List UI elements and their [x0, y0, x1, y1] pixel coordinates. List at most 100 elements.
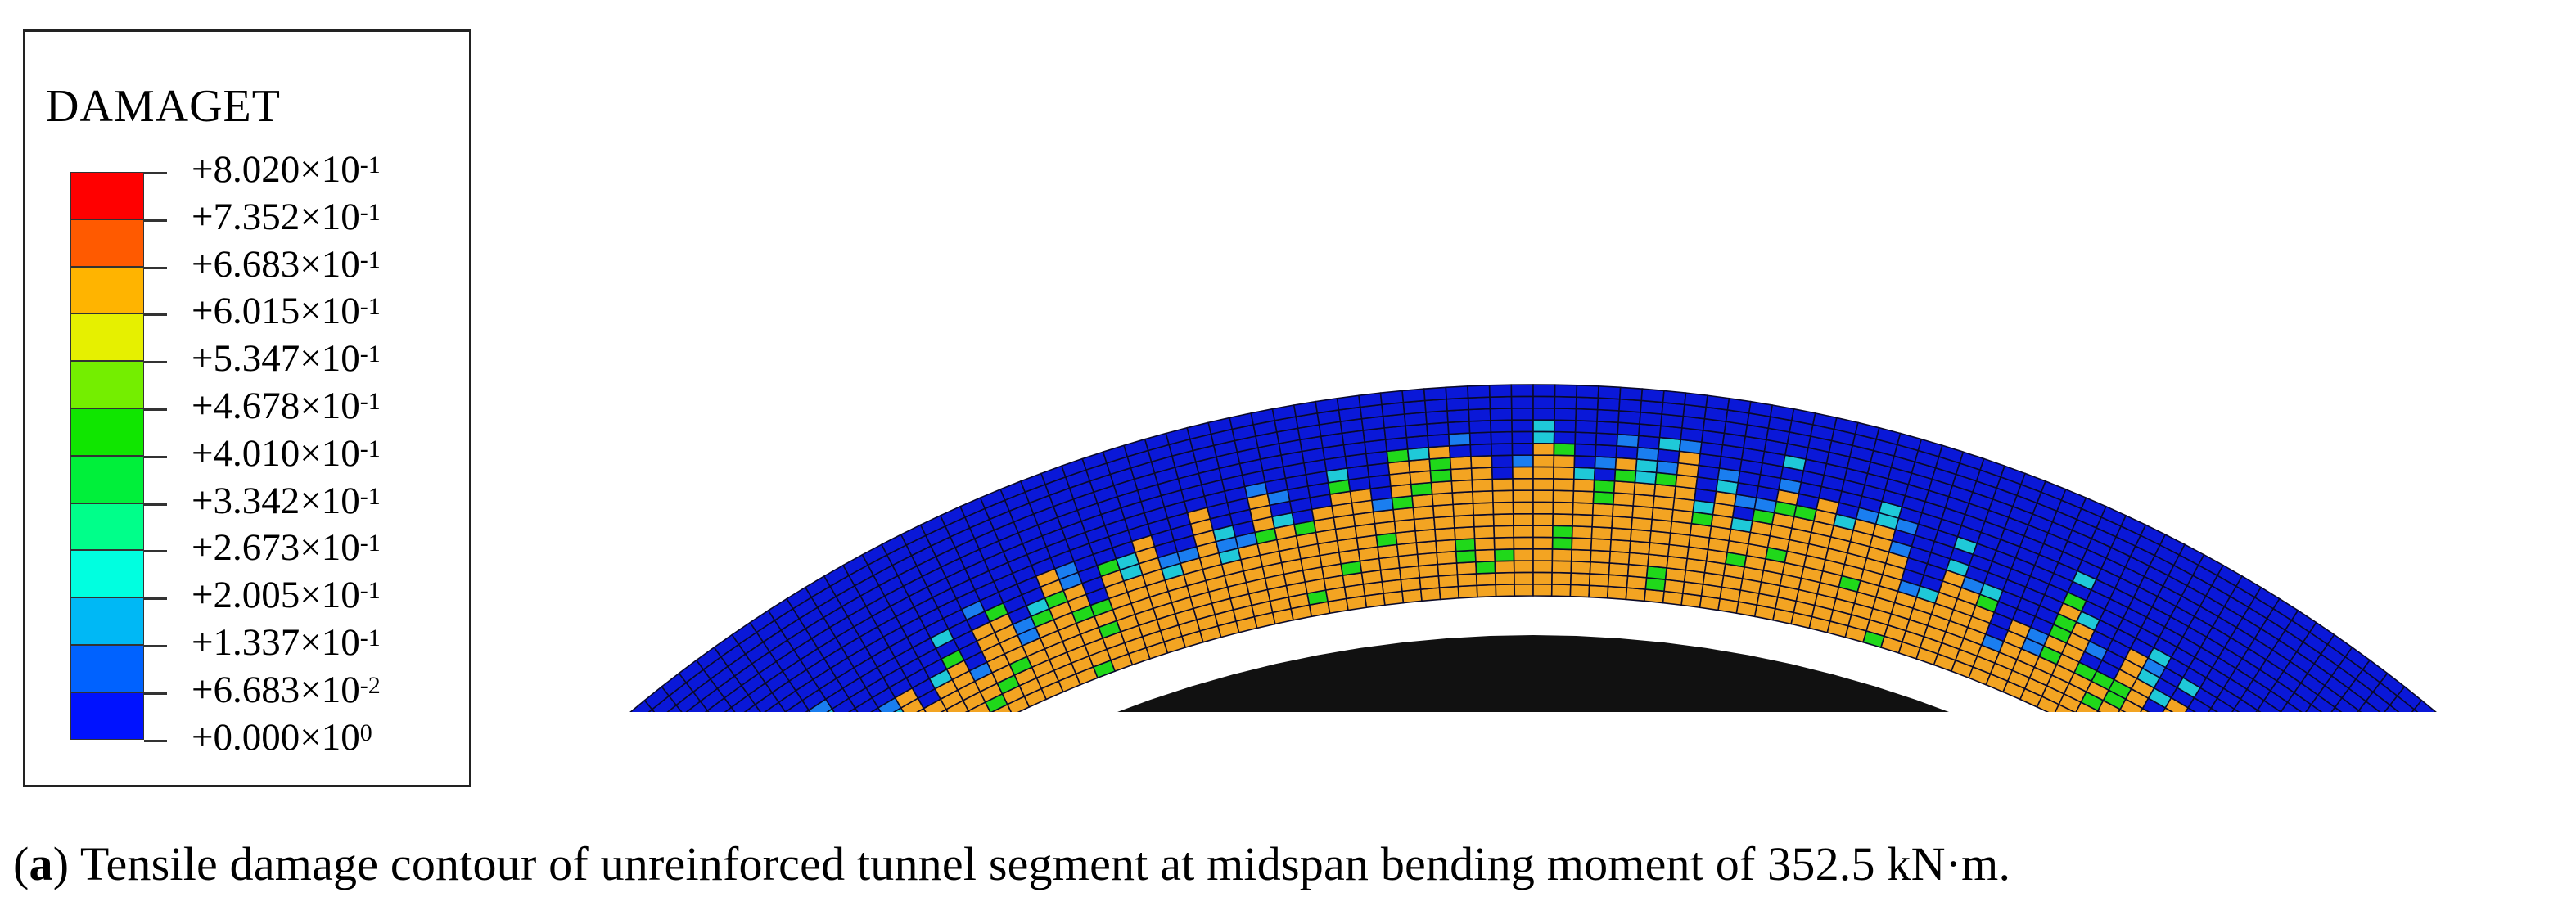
legend-value-label: +2.005×10-1 — [192, 576, 381, 615]
mesh-element — [1455, 561, 1477, 576]
mesh-element — [1446, 408, 1470, 424]
mesh-element — [1472, 489, 1494, 504]
mesh-element — [1511, 442, 1534, 457]
mesh-element — [1532, 536, 1554, 550]
mesh-element — [1471, 478, 1494, 493]
mesh-element — [1590, 538, 1613, 552]
mesh-element — [1514, 583, 1534, 597]
legend-value-label: +6.015×10-1 — [192, 292, 381, 331]
mesh-element — [1532, 442, 1555, 457]
mesh-element — [2357, 700, 2381, 712]
mesh-element — [1447, 432, 1472, 447]
mesh-element — [1490, 419, 1514, 433]
legend-tick — [144, 739, 167, 742]
legend-color-bar — [70, 172, 144, 740]
legend-swatch — [70, 361, 144, 408]
mesh-element — [1588, 584, 1609, 599]
mesh-element — [1511, 419, 1534, 433]
legend-value-label: +6.683×10-1 — [192, 242, 381, 286]
mesh-element — [1455, 549, 1477, 564]
mesh-element — [1552, 478, 1575, 492]
legend-swatch — [70, 550, 144, 598]
mesh-element — [1447, 420, 1471, 435]
mesh-element — [1514, 571, 1534, 585]
mesh-element — [1493, 525, 1515, 539]
mesh-element — [1491, 443, 1514, 457]
caption-text: Tensile damage contour of unreinforced t… — [69, 837, 2011, 890]
legend-swatch — [70, 455, 144, 503]
mesh-element — [1473, 525, 1496, 539]
mesh-element — [1551, 560, 1572, 574]
mesh-element — [1552, 513, 1574, 527]
mesh-element — [1432, 503, 1455, 519]
mesh-element — [1437, 574, 1459, 588]
mesh-element — [1510, 395, 1534, 409]
mesh-element — [1336, 394, 1361, 411]
mesh-element — [1617, 421, 1640, 437]
mesh-element — [1571, 525, 1593, 539]
mesh-element — [1473, 513, 1495, 528]
mesh-element — [1554, 408, 1577, 421]
mesh-element — [1606, 585, 1628, 601]
mesh-element — [1572, 478, 1595, 493]
mesh-element — [1594, 455, 1617, 471]
legend-swatch — [70, 219, 144, 267]
mesh-element — [1467, 396, 1491, 411]
legend-value-mantissa: +1.337×10 — [192, 621, 360, 664]
legend-value-mantissa: +4.678×10 — [192, 385, 360, 427]
mesh-element — [1612, 492, 1635, 507]
legend-tick — [144, 219, 167, 222]
mesh-element — [1438, 585, 1460, 601]
legend-value-mantissa: +3.342×10 — [192, 479, 360, 522]
legend-ticks — [144, 172, 167, 742]
mesh-element — [1511, 430, 1534, 444]
mesh-element — [1475, 572, 1497, 587]
mesh-element — [1590, 525, 1613, 541]
legend-value-mantissa: +8.020×10 — [192, 148, 360, 191]
mesh-element — [1551, 536, 1573, 551]
mesh-element — [1662, 390, 1687, 406]
mesh-element — [1512, 489, 1534, 503]
mesh-element — [1532, 525, 1554, 539]
mesh-element — [2413, 699, 2437, 712]
mesh-element — [1573, 443, 1597, 458]
legend-value-mantissa: +6.683×10 — [192, 242, 360, 286]
mesh-element — [1492, 513, 1514, 527]
mesh-element — [1472, 502, 1495, 516]
legend-value-exponent: -1 — [359, 482, 381, 510]
legend-value-mantissa: +2.005×10 — [192, 574, 360, 617]
legend-title: DAMAGET — [46, 81, 281, 132]
mesh-element — [1595, 420, 1619, 435]
mesh-element — [1553, 454, 1576, 468]
mesh-element — [1532, 395, 1556, 409]
mesh-element — [1550, 584, 1572, 597]
mesh-element — [1513, 560, 1534, 574]
mesh-element — [1510, 407, 1534, 421]
mesh-element — [1468, 408, 1491, 422]
mesh-element — [1429, 468, 1453, 484]
mesh-element — [1613, 468, 1637, 484]
mesh-element — [1572, 502, 1595, 516]
mesh-element — [1512, 477, 1534, 491]
mesh-element — [1596, 397, 1621, 412]
mesh-element — [1494, 548, 1515, 562]
mesh-element — [1593, 467, 1617, 482]
legend-value-exponent: -1 — [359, 388, 381, 415]
mesh-element — [1551, 525, 1573, 539]
mesh-element — [1449, 455, 1473, 471]
mesh-element — [1551, 548, 1572, 562]
mesh-element — [1570, 548, 1592, 563]
mesh-element — [1450, 479, 1473, 494]
mesh-element — [1572, 489, 1595, 504]
legend-swatch — [70, 644, 144, 692]
mesh-element — [1612, 503, 1635, 519]
mesh-element — [1532, 501, 1554, 515]
mesh-element — [1454, 525, 1476, 541]
mesh-element — [1684, 392, 1708, 408]
legend-value-label: +3.342×10-1 — [192, 479, 381, 522]
mesh-element — [1448, 444, 1472, 458]
mesh-element — [1597, 385, 1622, 400]
legend-swatch — [70, 503, 144, 551]
mesh-element — [1532, 454, 1555, 468]
legend-swatch — [70, 597, 144, 645]
